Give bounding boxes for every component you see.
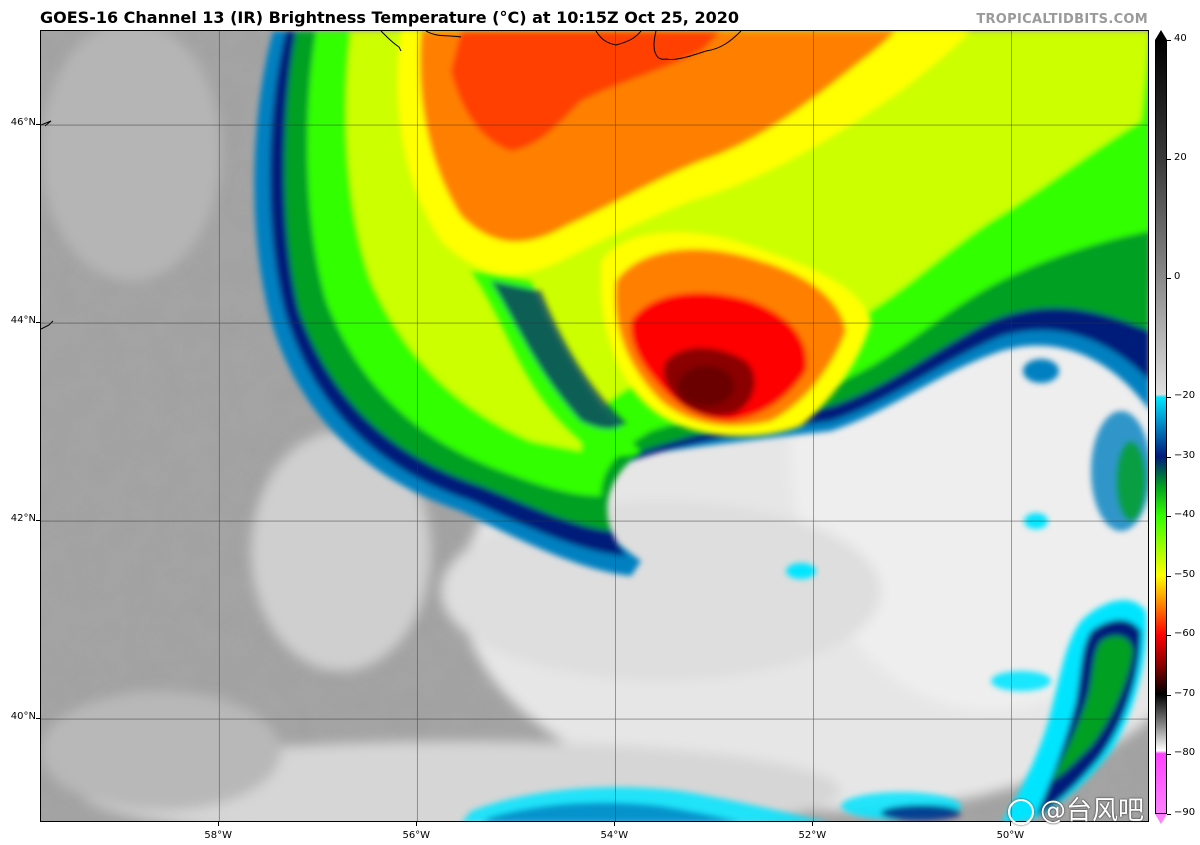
longitude-label: 54°W	[600, 830, 629, 841]
latitude-label: 46°N	[10, 117, 36, 129]
longitude-tick	[416, 822, 418, 826]
watermark-text: @台风吧	[1040, 796, 1145, 826]
latitude-tick	[36, 718, 40, 720]
longitude-tick	[614, 822, 616, 826]
temperature-colorbar	[1155, 40, 1167, 814]
spiral-band-west	[471, 271, 641, 457]
coastlines	[41, 31, 742, 330]
colorbar-label: −40	[1174, 509, 1196, 521]
storm-center	[678, 366, 734, 406]
colorbar-label: −90	[1174, 807, 1196, 818]
colorbar-top-arrow	[1155, 30, 1167, 40]
latitude-label: 42°N	[10, 513, 36, 525]
colorbar-tick	[1167, 694, 1171, 696]
longitude-label: 58°W	[204, 830, 233, 841]
colorbar-label: 40	[1174, 33, 1187, 44]
weibo-logo-icon	[1008, 798, 1034, 825]
colorbar-label: −60	[1174, 628, 1196, 640]
colorbar-label: 0	[1174, 271, 1181, 283]
colorbar-tick	[1167, 278, 1171, 280]
colorbar-tick	[1167, 516, 1171, 518]
longitude-label: 50°W	[996, 830, 1025, 841]
colorbar-label: −30	[1174, 449, 1196, 461]
convective-cells-southeast	[462, 359, 1148, 821]
latitude-label: 44°N	[10, 315, 36, 327]
colorbar-bottom-arrow	[1155, 814, 1167, 824]
satellite-map	[40, 30, 1149, 822]
longitude-tick	[1010, 822, 1012, 826]
colorbar-tick	[1167, 40, 1171, 41]
colorbar-tick	[1167, 814, 1171, 815]
colorbar-label: −50	[1174, 568, 1196, 580]
latitude-tick	[36, 520, 40, 522]
longitude-tick	[218, 822, 220, 826]
latitude-tick	[36, 124, 40, 126]
latitude-tick	[36, 322, 40, 324]
colorbar-tick	[1167, 159, 1171, 161]
longitude-label: 52°W	[798, 830, 827, 841]
colorbar-tick	[1167, 575, 1171, 577]
colorbar-label: 20	[1174, 152, 1187, 164]
source-credit: TROPICALTIDBITS.COM	[976, 12, 1148, 27]
colorbar-label: −70	[1174, 687, 1196, 699]
longitude-tick	[812, 822, 814, 826]
watermark: @台风吧	[1008, 790, 1144, 827]
colorbar-tick	[1167, 635, 1171, 637]
latitude-label: 40°N	[10, 711, 36, 723]
colorbar-tick	[1167, 754, 1171, 756]
map-title: GOES-16 Channel 13 (IR) Brightness Tempe…	[40, 8, 739, 27]
colorbar-tick	[1167, 397, 1171, 399]
colorbar-tick	[1167, 456, 1171, 458]
colorbar-label: −20	[1174, 390, 1196, 402]
colorbar-label: −80	[1174, 747, 1196, 759]
lat-lon-grid	[41, 31, 1148, 821]
cold-cloud-tops	[397, 31, 971, 437]
longitude-label: 56°W	[402, 830, 431, 841]
